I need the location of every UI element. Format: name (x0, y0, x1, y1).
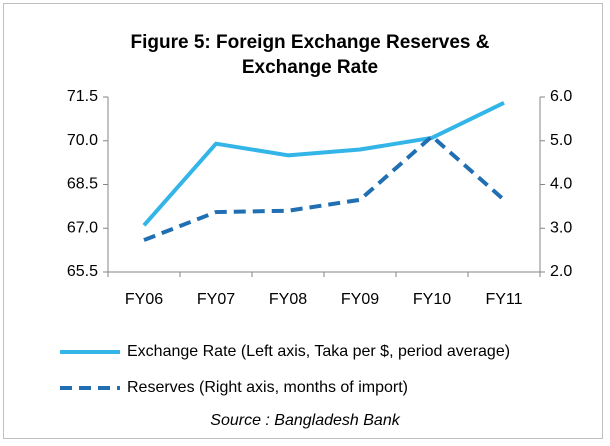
series-line (143, 134, 506, 242)
y-tick-label: 70.0 (67, 132, 98, 149)
y2-tick-label: 5.0 (550, 132, 572, 149)
x-tick-label: FY11 (485, 291, 522, 308)
y2-tick-label: 4.0 (550, 176, 572, 193)
chart-title: Figure 5: Foreign Exchange Reserves & Ex… (130, 32, 490, 78)
y2-tick-label: 2.0 (550, 263, 572, 280)
y-tick-label: 67.0 (67, 219, 98, 236)
series-line (142, 101, 505, 227)
y-tick-label: 71.5 (67, 88, 98, 105)
legend-label: Exchange Rate (Left axis, Taka per $, pe… (127, 343, 510, 360)
x-tick-label: FY06 (125, 291, 163, 308)
y2-tick-label: 6.0 (550, 88, 572, 105)
x-tick-label: FY08 (269, 291, 307, 308)
chart-border (3, 3, 603, 439)
x-tick-label: FY09 (341, 291, 379, 308)
y-tick-label: 68.5 (67, 176, 98, 193)
y-tick-label: 65.5 (67, 263, 98, 280)
x-tick-label: FY10 (413, 291, 451, 308)
source-note: Source : Bangladesh Bank (210, 412, 400, 429)
legend-label: Reserves (Right axis, months of import) (127, 379, 408, 396)
y2-tick-label: 3.0 (550, 219, 572, 236)
x-tick-label: FY07 (197, 291, 235, 308)
